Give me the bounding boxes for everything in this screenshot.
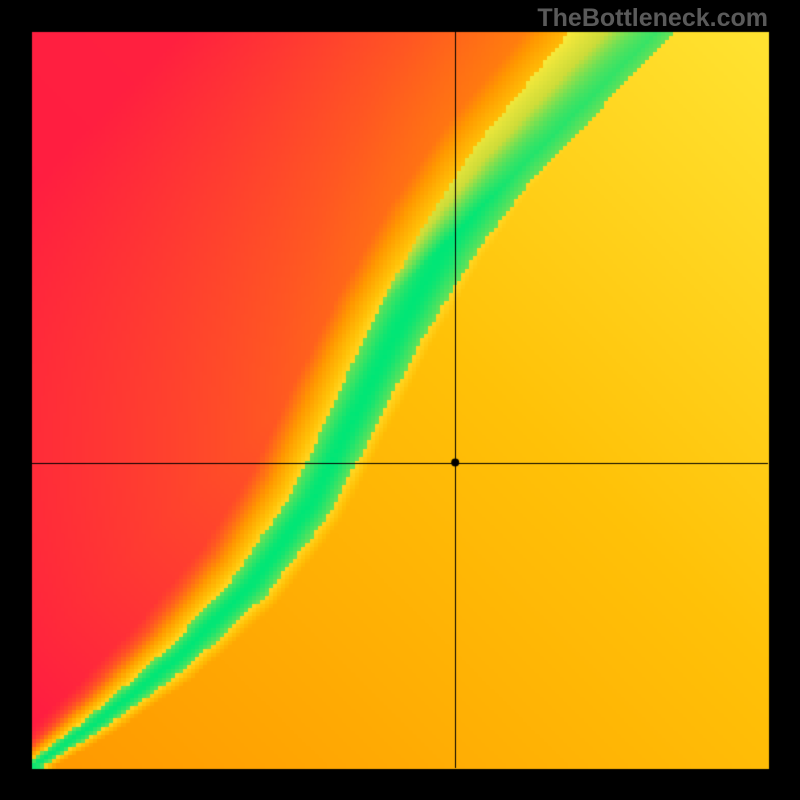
bottleneck-heatmap xyxy=(0,0,800,800)
chart-container: TheBottleneck.com xyxy=(0,0,800,800)
watermark-text: TheBottleneck.com xyxy=(537,4,768,33)
